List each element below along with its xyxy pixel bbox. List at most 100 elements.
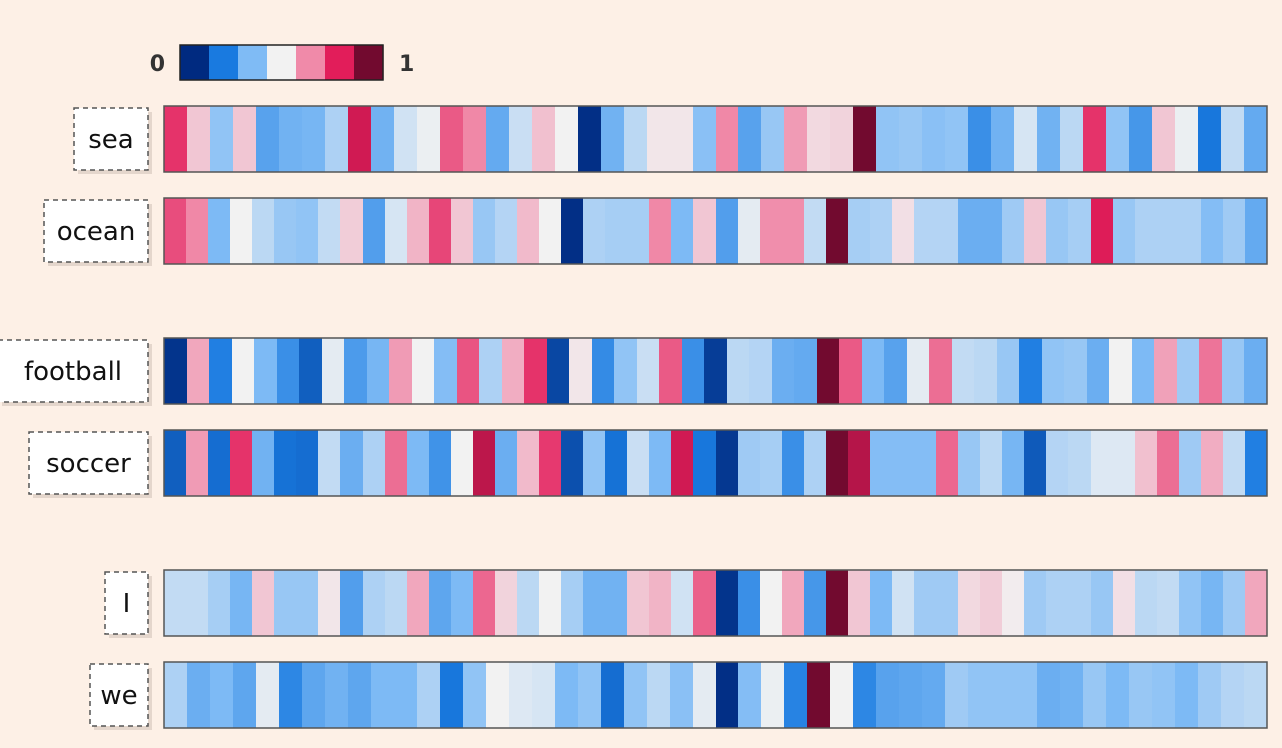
- row-strip-frame: [163, 569, 1268, 637]
- heatmap-cell: [463, 662, 487, 728]
- heatmap-cell: [322, 338, 345, 404]
- heatmap-cell: [804, 430, 827, 496]
- heatmap-cell: [1113, 430, 1136, 496]
- heatmap-cell: [624, 106, 648, 172]
- heatmap-cell: [782, 570, 805, 636]
- heatmap-cell: [899, 662, 923, 728]
- heatmap-cell: [555, 106, 579, 172]
- colorbar-cell: [180, 45, 210, 80]
- heatmap-rows: sea ocean football soccer Iwe: [0, 105, 1268, 730]
- heatmap-cell: [407, 570, 430, 636]
- heatmap-cell: [463, 106, 487, 172]
- heatmap-cell: [252, 198, 275, 264]
- heatmap-cell: [1024, 570, 1047, 636]
- heatmap-cell: [958, 430, 981, 496]
- heatmap-row-i: I: [104, 569, 1268, 638]
- heatmap-cell: [624, 662, 648, 728]
- heatmap-cell: [974, 338, 998, 404]
- heatmap-cell: [614, 338, 638, 404]
- heatmap-cell: [252, 430, 275, 496]
- heatmap-cell: [605, 570, 628, 636]
- heatmap-cell: [348, 106, 372, 172]
- heatmap-cell: [761, 106, 785, 172]
- row-label-box: [28, 431, 149, 495]
- heatmap-cell: [1060, 662, 1084, 728]
- heatmap-cell: [451, 430, 474, 496]
- heatmap-cell: [794, 338, 818, 404]
- heatmap-cell: [848, 430, 871, 496]
- heatmap-cell: [1002, 430, 1025, 496]
- heatmap-cell: [417, 106, 441, 172]
- heatmap-cell: [839, 338, 863, 404]
- heatmap-cell: [1129, 106, 1153, 172]
- heatmap-cell: [870, 198, 893, 264]
- heatmap-cell: [233, 106, 257, 172]
- heatmap-cell: [318, 430, 341, 496]
- colorbar-cell: [296, 45, 326, 80]
- heatmap-cell: [209, 338, 233, 404]
- heatmap-cell: [367, 338, 390, 404]
- heatmap-cell: [870, 430, 893, 496]
- heatmap-cell: [1223, 198, 1246, 264]
- heatmap-cell: [936, 570, 959, 636]
- heatmap-cell: [1091, 198, 1114, 264]
- heatmap-cell: [980, 198, 1003, 264]
- heatmap-cell: [208, 570, 231, 636]
- heatmap-cell: [1024, 430, 1047, 496]
- row-label: sea: [88, 125, 133, 155]
- heatmap-cell: [1152, 662, 1176, 728]
- heatmap-cell: [532, 662, 556, 728]
- heatmap-cell: [876, 106, 900, 172]
- heatmap-cell: [569, 338, 593, 404]
- heatmap-cell: [899, 106, 923, 172]
- heatmap-cell: [671, 570, 694, 636]
- heatmap-cell: [968, 662, 992, 728]
- heatmap-cell: [186, 570, 209, 636]
- heatmap-cell: [256, 662, 280, 728]
- heatmap-cell: [853, 662, 877, 728]
- heatmap-cell: [1201, 570, 1224, 636]
- heatmap-cell: [187, 662, 211, 728]
- heatmap-cell: [601, 662, 625, 728]
- heatmap-cell: [637, 338, 660, 404]
- heatmap-cell: [671, 430, 694, 496]
- row-label: I: [123, 589, 131, 619]
- heatmap-cell: [1244, 338, 1268, 404]
- heatmap-cell: [716, 430, 739, 496]
- heatmap-cell: [318, 198, 341, 264]
- heatmap-cell: [1244, 662, 1268, 728]
- heatmap-cell: [1106, 106, 1130, 172]
- heatmap-cell: [848, 198, 871, 264]
- heatmap-cell: [1179, 570, 1202, 636]
- colorbar-cell: [325, 45, 355, 80]
- heatmap-cell: [187, 106, 211, 172]
- heatmap-cell: [817, 338, 840, 404]
- heatmap-cell: [186, 198, 209, 264]
- heatmap-cell: [592, 338, 615, 404]
- heatmap-cell: [853, 106, 877, 172]
- colorbar-cell: [267, 45, 297, 80]
- heatmap-cell: [302, 662, 326, 728]
- heatmap-cell: [1179, 198, 1202, 264]
- colorbar-max-label: 1: [399, 52, 414, 77]
- heatmap-cell: [440, 106, 464, 172]
- heatmap-cell: [164, 338, 188, 404]
- heatmap-cell: [1221, 662, 1245, 728]
- heatmap-cell: [627, 430, 650, 496]
- heatmap-cell: [876, 662, 900, 728]
- colorbar-frame: [179, 44, 384, 81]
- heatmap-cell: [1177, 338, 1200, 404]
- heatmap-cell: [473, 430, 496, 496]
- colorbar-cell: [354, 45, 384, 80]
- heatmap-cell: [318, 570, 341, 636]
- heatmap-cell: [1109, 338, 1133, 404]
- heatmap-cell: [1175, 106, 1199, 172]
- heatmap-cell: [649, 430, 672, 496]
- heatmap-cell: [605, 198, 628, 264]
- heatmap-cell: [826, 430, 849, 496]
- heatmap-cell: [693, 430, 717, 496]
- heatmap-cell: [164, 430, 187, 496]
- heatmap-cell: [1019, 338, 1043, 404]
- heatmap-cell: [502, 338, 525, 404]
- heatmap-cell: [279, 106, 303, 172]
